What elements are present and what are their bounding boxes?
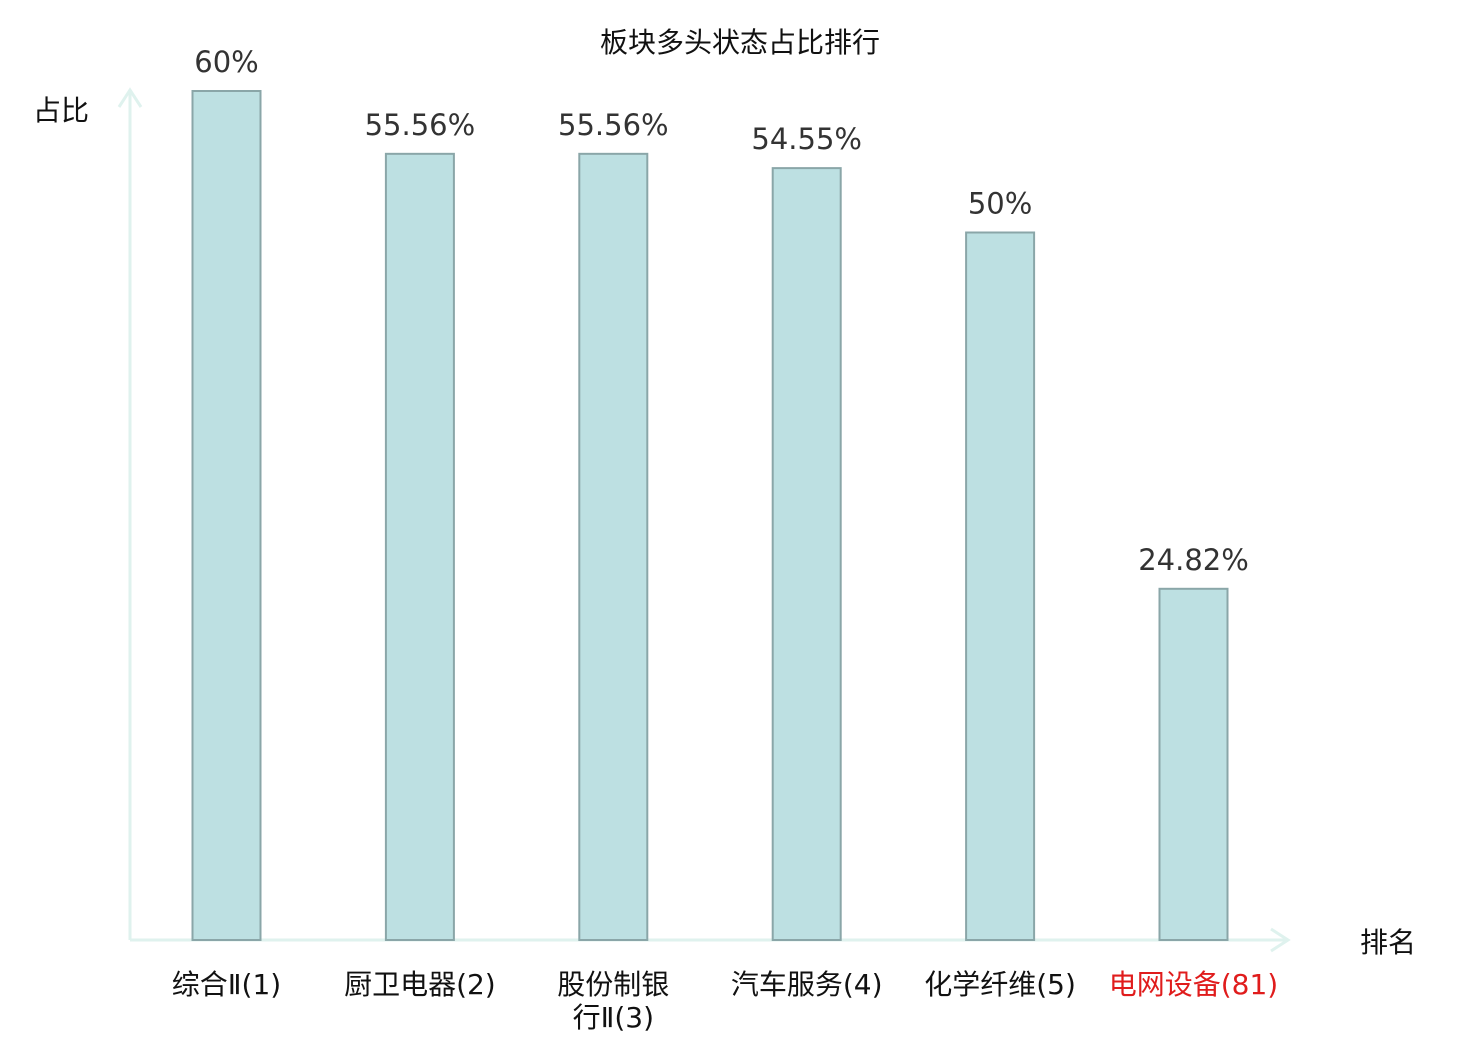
bar [965, 231, 1036, 941]
category-label: 厨卫电器(2) [344, 968, 496, 1001]
bar [578, 152, 649, 942]
x-axis-label: 排名 [1360, 926, 1416, 959]
bar [1158, 587, 1229, 941]
value-label: 55.56% [558, 108, 669, 142]
value-label: 54.55% [751, 122, 862, 156]
y-axis [117, 87, 143, 940]
x-axis [130, 927, 1291, 953]
y-axis-label: 占比 [33, 94, 89, 127]
value-label: 50% [968, 187, 1032, 221]
chart-title: 板块多头状态占比排行 [600, 26, 880, 59]
bar [384, 152, 455, 942]
value-label: 24.82% [1138, 543, 1249, 577]
value-label: 55.56% [365, 108, 476, 142]
value-label: 60% [194, 45, 258, 79]
category-label: 股份制银 [557, 968, 669, 1001]
value-labels-group: 60% 55.56% 55.56% 54.55% 50% 24.82% [194, 45, 1249, 577]
category-label: 汽车服务(4) [731, 968, 883, 1001]
category-label: 电网设备(81) [1109, 968, 1278, 1001]
category-label: 综合Ⅱ(1) [172, 968, 281, 1001]
bar [771, 167, 842, 941]
category-label: 化学纤维(5) [924, 968, 1076, 1001]
bar [191, 90, 262, 941]
bars-group [191, 90, 1229, 942]
category-label: 行Ⅱ(3) [573, 1001, 654, 1034]
